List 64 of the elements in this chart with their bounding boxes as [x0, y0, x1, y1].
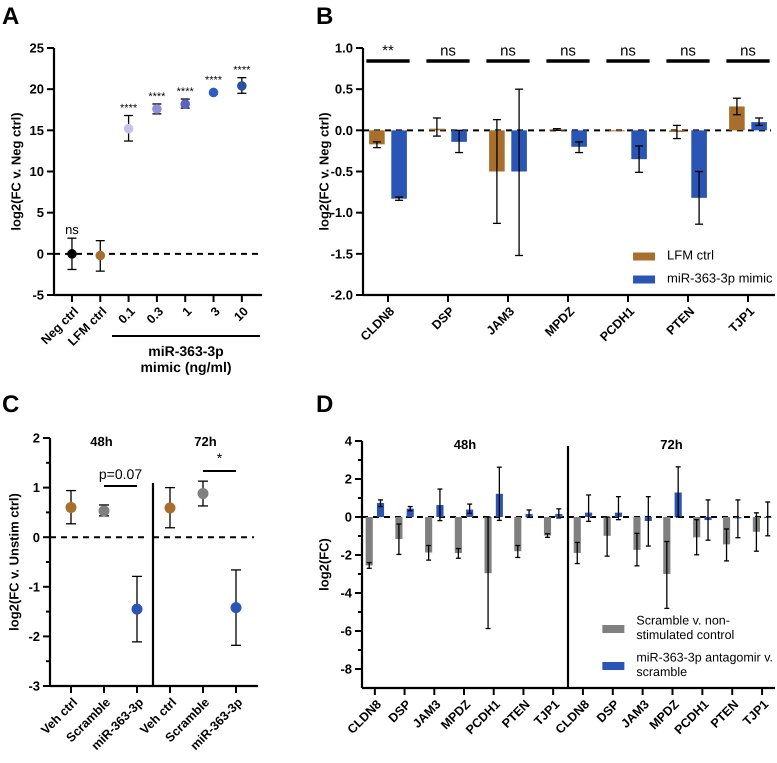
y-tick-label: -2 — [28, 628, 40, 644]
y-tick-label: 5 — [36, 205, 44, 220]
annotation: ns — [440, 42, 456, 60]
annotation: ns — [65, 222, 80, 238]
y-tick-label: 0 — [36, 246, 44, 262]
y-tick-label: 15 — [30, 122, 44, 138]
y-tick-label: 2 — [32, 430, 40, 446]
chart-title: A — [2, 3, 20, 30]
annotation: p=0.07 — [98, 466, 142, 482]
x-tick-label: 10 — [231, 304, 252, 324]
y-tick-label: 0.0 — [334, 122, 353, 138]
annotation: ** — [382, 42, 394, 60]
y-tick-label: 0 — [32, 530, 40, 545]
y-tick-label: 10 — [30, 164, 44, 180]
chart-title: C — [2, 391, 20, 418]
chart-subtitle: 48h — [90, 434, 113, 449]
y-tick-label: -0.5 — [330, 164, 353, 180]
annotation: **** — [120, 102, 138, 115]
y-tick-label: 1 — [32, 480, 40, 496]
chart-title: D — [316, 391, 334, 418]
chart-subtitle: 72h — [194, 434, 217, 449]
chart-title: B — [316, 3, 334, 30]
y-axis-title: log2(FC) — [316, 538, 332, 591]
y-tick-label: -5 — [32, 288, 44, 303]
x-tick-label: 0.1 — [116, 304, 138, 327]
y-tick-label: 0.5 — [334, 82, 353, 97]
x-tick-label: 0.3 — [144, 304, 166, 327]
y-tick-label: -2 — [340, 548, 352, 563]
y-axis-title: log2(FC v. Unstim ctrl) — [6, 493, 22, 631]
y-axis-title: log2(FC v. Neg ctrl) — [316, 112, 332, 231]
y-tick-label: -1.0 — [330, 205, 353, 220]
legend-label: miR-363-3p mimic — [667, 270, 773, 286]
y-tick-label: -8 — [340, 662, 352, 677]
y-tick-label: -1.5 — [330, 246, 353, 262]
annotation: **** — [148, 90, 166, 103]
y-tick-label: -6 — [340, 624, 352, 639]
annotation: ns — [560, 42, 576, 60]
annotation: ns — [680, 42, 696, 60]
y-tick-label: 2 — [344, 472, 352, 487]
annotation: * — [216, 450, 223, 466]
y-tick-label: 0 — [344, 510, 352, 525]
annotation: ns — [740, 42, 756, 60]
y-axis-title: log2(FC v. Neg ctrl) — [8, 112, 24, 231]
y-tick-label: -3 — [28, 678, 40, 694]
y-tick-label: 20 — [30, 82, 44, 97]
y-tick-label: -4 — [340, 586, 353, 601]
x-axis-title: miR-363-3p mimic (ng/ml) — [140, 343, 232, 375]
y-tick-label: -2.0 — [330, 288, 353, 303]
legend-label: Scramble v. non-stimulated control — [636, 614, 734, 642]
chart-subtitle: 48h — [454, 437, 476, 452]
annotation: ns — [500, 42, 516, 60]
legend-label: miR-363-3p antagomir v. scramble — [636, 650, 773, 679]
annotation: **** — [233, 64, 252, 77]
chart-subtitle: 72h — [660, 437, 683, 452]
legend-label: LFM ctrl — [667, 247, 714, 262]
annotation: **** — [204, 74, 223, 87]
x-tick-label: 1 — [180, 304, 194, 320]
annotation: **** — [176, 86, 194, 98]
x-tick-label: 3 — [208, 304, 223, 320]
y-tick-label: 25 — [30, 40, 44, 56]
annotation: ns — [620, 42, 636, 60]
y-tick-label: -1 — [28, 579, 40, 594]
y-tick-label: 4 — [344, 434, 353, 449]
y-tick-label: 1.0 — [334, 40, 353, 56]
